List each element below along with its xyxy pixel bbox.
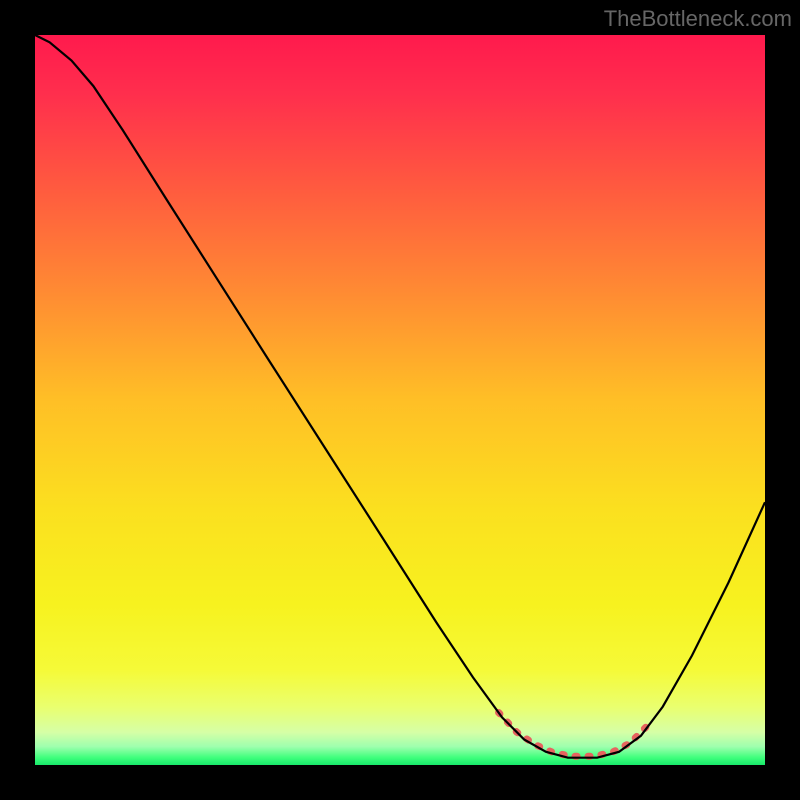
watermark-text: TheBottleneck.com <box>604 6 792 32</box>
highlight-segment <box>499 712 649 756</box>
curve-layer <box>35 35 765 765</box>
bottleneck-curve <box>35 35 765 758</box>
plot-area <box>35 35 765 765</box>
